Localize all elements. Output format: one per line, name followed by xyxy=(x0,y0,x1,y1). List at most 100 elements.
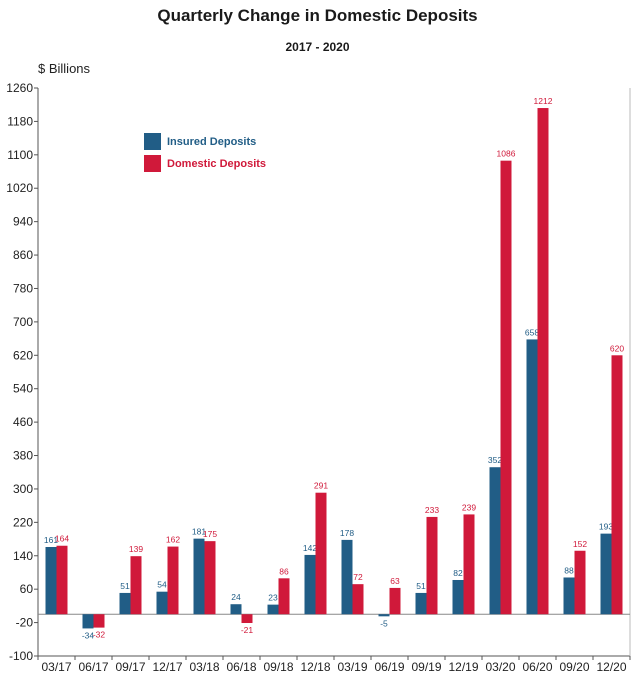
domestic-deposits-bar xyxy=(611,355,623,615)
domestic-deposits-bar xyxy=(426,516,438,615)
y-tick-label: 620 xyxy=(13,348,33,362)
insured-deposits-data-label: 82 xyxy=(453,568,463,578)
insured-deposits-data-label: 142 xyxy=(303,543,317,553)
domestic-deposits-data-label: -21 xyxy=(241,625,254,635)
insured-deposits-data-label: 352 xyxy=(488,455,502,465)
x-tick-label: 03/20 xyxy=(485,660,515,674)
insured-deposits-data-label: 88 xyxy=(564,565,574,575)
domestic-deposits-data-label: 620 xyxy=(610,343,624,353)
x-tick-label: 03/19 xyxy=(337,660,367,674)
domestic-deposits-data-label: 1212 xyxy=(534,96,553,106)
domestic-deposits-bar xyxy=(241,614,253,624)
insured-deposits-data-label: 178 xyxy=(340,528,354,538)
domestic-deposits-data-label: 152 xyxy=(573,539,587,549)
domestic-deposits-data-label: 164 xyxy=(55,534,69,544)
domestic-deposits-data-label: 291 xyxy=(314,481,328,491)
y-tick-label: 60 xyxy=(20,582,34,596)
domestic-deposits-bar xyxy=(500,160,512,615)
domestic-deposits-bar xyxy=(130,556,142,615)
domestic-deposits-bar xyxy=(352,584,364,615)
domestic-deposits-data-label: 1086 xyxy=(497,149,516,159)
y-tick-label: 540 xyxy=(13,382,33,396)
domestic-deposits-data-label: 139 xyxy=(129,544,143,554)
y-tick-label: -100 xyxy=(9,649,33,663)
y-tick-label: -20 xyxy=(16,616,34,630)
insured-deposits-bar xyxy=(415,592,427,615)
domestic-deposits-bar xyxy=(463,514,475,615)
insured-deposits-bar xyxy=(156,591,168,615)
x-tick-label: 09/18 xyxy=(263,660,293,674)
insured-deposits-bar xyxy=(563,577,575,615)
domestic-deposits-bar xyxy=(278,578,290,615)
x-tick-label: 09/19 xyxy=(411,660,441,674)
insured-deposits-data-label: 193 xyxy=(599,522,613,532)
domestic-deposits-data-label: -32 xyxy=(93,630,106,640)
y-tick-label: 1100 xyxy=(7,148,33,162)
insured-deposits-data-label: 51 xyxy=(120,581,130,591)
insured-deposits-data-label: 23 xyxy=(268,593,278,603)
insured-deposits-bar xyxy=(119,592,131,615)
y-tick-label: 220 xyxy=(13,515,33,529)
x-tick-label: 12/18 xyxy=(300,660,330,674)
y-tick-label: 300 xyxy=(13,482,33,496)
insured-deposits-bar xyxy=(82,614,94,629)
insured-deposits-bar xyxy=(452,579,464,615)
x-tick-label: 12/19 xyxy=(448,660,478,674)
insured-deposits-data-label: 54 xyxy=(157,580,167,590)
y-tick-label: 940 xyxy=(13,215,33,229)
domestic-deposits-bar xyxy=(167,546,179,615)
chart-subtitle: 2017 - 2020 xyxy=(285,40,350,54)
y-tick-label: 780 xyxy=(13,281,33,295)
domestic-deposits-data-label: 86 xyxy=(279,566,289,576)
insured-deposits-data-label: 161 xyxy=(44,535,58,545)
x-tick-label: 06/17 xyxy=(78,660,108,674)
y-tick-label: 860 xyxy=(13,248,33,262)
x-tick-label: 12/20 xyxy=(596,660,626,674)
x-tick-label: 06/19 xyxy=(374,660,404,674)
insured-deposits-bar xyxy=(267,604,279,615)
insured-deposits-bar xyxy=(378,614,390,617)
y-tick-label: 1260 xyxy=(6,81,33,95)
insured-deposits-bar xyxy=(600,533,612,615)
x-tick-label: 06/20 xyxy=(522,660,552,674)
legend-label: Insured Deposits xyxy=(167,136,256,148)
domestic-deposits-data-label: 162 xyxy=(166,535,180,545)
insured-deposits-bar xyxy=(526,339,538,615)
legend-swatch xyxy=(144,133,161,150)
insured-deposits-data-label: 51 xyxy=(416,581,426,591)
x-tick-label: 09/17 xyxy=(115,660,145,674)
insured-deposits-data-label: -5 xyxy=(380,618,388,628)
domestic-deposits-bar xyxy=(56,545,68,615)
y-axis-unit-label: $ Billions xyxy=(38,61,91,76)
domestic-deposits-data-label: 239 xyxy=(462,502,476,512)
domestic-deposits-bar xyxy=(389,587,401,615)
insured-deposits-data-label: 24 xyxy=(231,592,241,602)
domestic-deposits-data-label: 63 xyxy=(390,576,400,586)
y-tick-label: 140 xyxy=(13,549,33,563)
insured-deposits-bar xyxy=(489,467,501,615)
x-tick-label: 03/18 xyxy=(189,660,219,674)
y-tick-label: 1180 xyxy=(7,114,33,128)
x-tick-label: 03/17 xyxy=(41,660,71,674)
domestic-deposits-bar xyxy=(537,108,549,615)
domestic-deposits-bar xyxy=(204,541,216,615)
insured-deposits-bar xyxy=(230,604,242,615)
domestic-deposits-bar xyxy=(315,492,327,615)
insured-deposits-data-label: -34 xyxy=(82,630,95,640)
insured-deposits-bar xyxy=(304,554,316,615)
y-tick-label: 460 xyxy=(13,415,33,429)
insured-deposits-data-label: 658 xyxy=(525,327,539,337)
domestic-deposits-data-label: 175 xyxy=(203,529,217,539)
x-tick-label: 09/20 xyxy=(559,660,589,674)
insured-deposits-bar xyxy=(341,539,353,615)
domestic-deposits-data-label: 72 xyxy=(353,572,363,582)
insured-deposits-bar xyxy=(193,538,205,615)
y-tick-label: 700 xyxy=(13,315,33,329)
domestic-deposits-data-label: 233 xyxy=(425,505,439,515)
legend-label: Domestic Deposits xyxy=(167,158,266,170)
x-tick-label: 06/18 xyxy=(226,660,256,674)
insured-deposits-data-label: 181 xyxy=(192,527,206,537)
chart-title: Quarterly Change in Domestic Deposits xyxy=(157,6,478,25)
x-tick-label: 12/17 xyxy=(152,660,182,674)
